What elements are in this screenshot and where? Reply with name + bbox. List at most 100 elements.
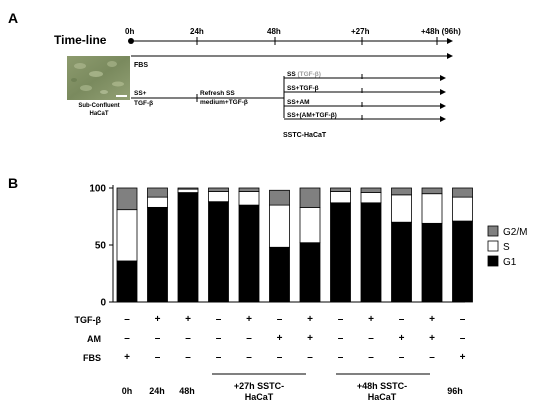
group-label-24h: 24h	[149, 386, 165, 396]
bar-s-7	[330, 191, 351, 204]
fbs-arrowhead	[447, 53, 453, 59]
fbs-label: FBS	[134, 62, 148, 69]
bar-s-1	[147, 196, 168, 208]
condition-am-8: –	[368, 333, 374, 344]
bar-g2m-8	[360, 187, 382, 193]
condition-am-5: +	[277, 333, 283, 344]
ss-tgf-label-line1: SS+	[134, 90, 147, 97]
cell-cycle-stacked-bar-chart: 0 50 100 G2/M S G1	[89, 184, 527, 309]
bar-g1-5	[269, 246, 290, 303]
bar-g1-9	[391, 221, 412, 303]
group-label-27h-line1: +27h SSTC-	[234, 381, 284, 391]
branch-arrowhead-2	[440, 103, 446, 109]
condition-tgf-6: +	[307, 314, 313, 325]
condition-fbs-6: –	[307, 352, 313, 363]
y-tick-label-50: 50	[95, 241, 107, 252]
branch-lines: SS (TGF-β) SS+TGF-β SS+AM SS+(AM+TGF-β)	[284, 71, 446, 122]
condition-am-4: –	[246, 333, 252, 344]
condition-fbs-7: –	[338, 352, 344, 363]
branch-label-prefix-3: SS+(AM+TGF-β)	[287, 112, 337, 119]
bar-g2m-9	[391, 187, 412, 196]
condition-fbs-9: –	[399, 352, 405, 363]
condition-fbs-10: –	[429, 352, 435, 363]
group-label-96h: 96h	[447, 386, 463, 396]
legend-swatch-s	[487, 240, 499, 252]
bar-g1-11	[452, 220, 473, 303]
bar-s-9	[391, 194, 412, 223]
condition-fbs-0: +	[124, 352, 130, 363]
condition-fbs-4: –	[246, 352, 252, 363]
branch-arrowhead-1	[440, 89, 446, 95]
legend-label-g2m: G2/M	[503, 227, 527, 238]
condition-am-1: –	[155, 333, 161, 344]
condition-tgf-1: +	[155, 314, 161, 325]
condition-fbs-3: –	[216, 352, 222, 363]
legend-swatch-g2m	[487, 225, 499, 237]
bars	[116, 187, 473, 303]
bar-s-0	[116, 209, 138, 262]
bar-g2m-2	[177, 187, 199, 190]
condition-tgf-2: +	[185, 314, 191, 325]
condition-tgf-11: –	[460, 314, 466, 325]
row-label-am: AM	[87, 334, 101, 344]
condition-tgf-10: +	[429, 314, 435, 325]
bar-s-8	[360, 192, 382, 204]
condition-am-0: –	[124, 333, 130, 344]
bar-g1-2	[177, 192, 199, 303]
condition-am-9: +	[399, 333, 405, 344]
bar-g1-3	[208, 201, 229, 303]
timeline-arrowhead	[447, 38, 453, 44]
branch-label-3: SS+(AM+TGF-β)	[287, 112, 337, 119]
bar-g1-8	[360, 202, 382, 303]
bar-g2m-5	[269, 189, 290, 206]
branch-label-prefix-0: SS	[287, 71, 297, 78]
bar-g2m-10	[421, 187, 443, 195]
legend-swatch-g1	[487, 255, 499, 267]
group-label-48h-sstc-line1: +48h SSTC-	[357, 381, 407, 391]
condition-am-7: –	[338, 333, 344, 344]
hacat-micrograph-image	[67, 56, 130, 100]
branch-label-suffix-0: (TGF-β)	[297, 71, 320, 78]
bar-s-2	[177, 188, 199, 193]
bar-g1-4	[238, 204, 260, 303]
bar-g1-7	[330, 202, 351, 303]
time-point-48h: 48h	[267, 27, 281, 36]
time-point-24h: 24h	[190, 27, 204, 36]
condition-tgf-7: –	[338, 314, 344, 325]
bar-g2m-11	[452, 187, 473, 198]
branch-label-2: SS+AM	[287, 99, 310, 106]
condition-tgf-8: +	[368, 314, 374, 325]
bar-s-11	[452, 196, 473, 222]
time-point-plus27h: +27h	[351, 27, 370, 36]
y-tick-label-0: 0	[100, 298, 106, 309]
timeline-start-dot	[128, 38, 134, 44]
branch-label-prefix-1: SS+TGF-β	[287, 85, 319, 92]
bar-s-4	[238, 191, 260, 206]
condition-fbs-1: –	[155, 352, 161, 363]
condition-am-3: –	[216, 333, 222, 344]
bar-g2m-0	[116, 187, 138, 211]
bar-g2m-1	[147, 187, 168, 198]
panel-b-label: B	[8, 175, 18, 191]
time-point-0h: 0h	[125, 27, 134, 36]
condition-fbs-2: –	[185, 352, 191, 363]
refresh-label-line2: medium+TGF-β	[200, 99, 248, 106]
timeline-title: Time-line	[54, 33, 107, 47]
condition-am-11: –	[460, 333, 466, 344]
condition-tgf-0: –	[124, 314, 130, 325]
group-label-27h-line2: HaCaT	[245, 392, 274, 402]
condition-fbs-5: –	[277, 352, 283, 363]
bar-g2m-3	[208, 187, 229, 192]
condition-tgf-4: +	[246, 314, 252, 325]
bar-s-6	[299, 206, 321, 244]
condition-fbs-8: –	[368, 352, 374, 363]
row-label-fbs: FBS	[83, 353, 101, 363]
condition-tgf-3: –	[216, 314, 222, 325]
branch-arrowhead-3	[440, 116, 446, 122]
condition-tgf-9: –	[399, 314, 405, 325]
y-ticks: 0 50 100	[89, 184, 113, 309]
branch-label-prefix-2: SS+AM	[287, 99, 310, 106]
refresh-label-line1: Refresh SS	[200, 90, 235, 97]
